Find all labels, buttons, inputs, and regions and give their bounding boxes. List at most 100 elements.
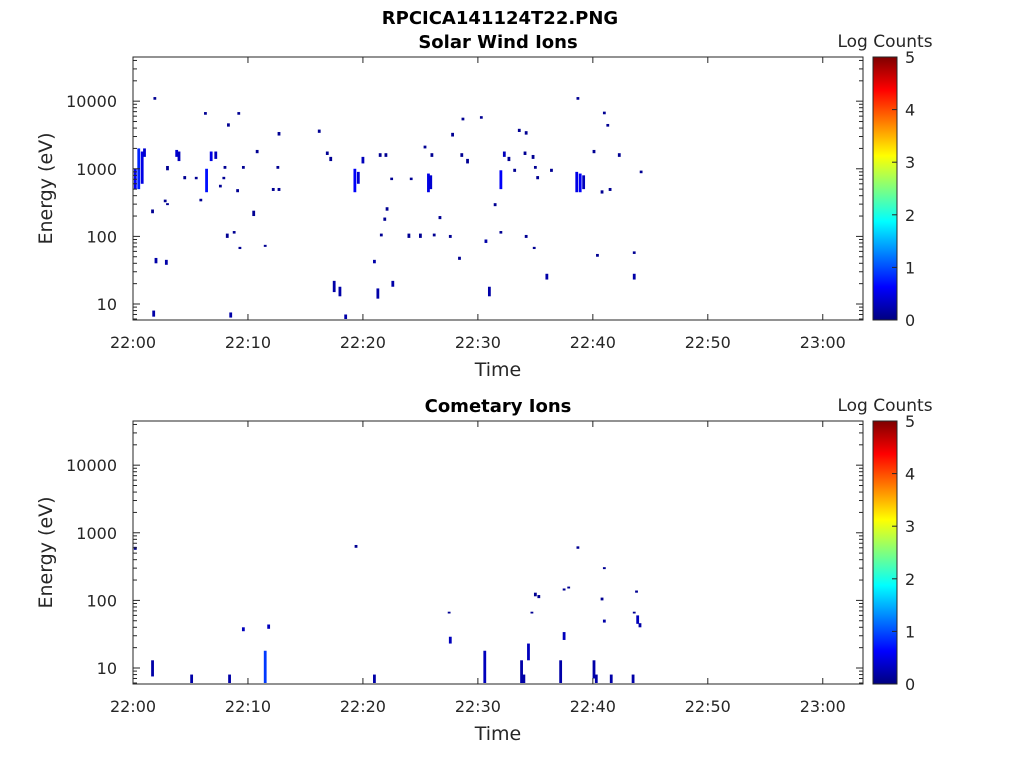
data-cell [636,615,640,624]
data-cell [163,199,167,203]
data-cell [194,176,198,180]
data-cell [199,198,203,202]
data-cell [236,189,240,193]
data-cell [499,231,503,234]
figure-title: RPCICA141124T22.PNG [382,8,618,29]
solar-wind-panel: 22:00 22:10 22:20 22:30 22:40 22:50 23:0010100… [35,32,933,381]
data-cell [384,153,388,157]
data-cell [177,151,181,162]
y-tick-label: 10000 [66,456,117,475]
data-cell [183,176,187,180]
x-tick-label: 22:40 [570,697,616,716]
data-cell [576,546,580,549]
data-cell [232,231,236,234]
data-cell [383,217,387,221]
y-tick-label: 100 [86,591,117,610]
data-cell [317,129,321,133]
data-cell [530,611,534,614]
data-cell [204,112,207,115]
y-axis-label: Energy (eV) [35,496,57,608]
data-cell [419,233,422,238]
data-cell [409,177,413,181]
data-cell [602,111,606,115]
data-cell [152,310,156,317]
colorbar-tick-label: 1 [905,622,915,641]
data-cell [632,273,636,280]
data-cell [513,168,517,172]
data-cell [166,203,169,206]
data-cell [205,168,208,193]
data-cell [325,151,329,155]
data-cell [151,660,154,677]
data-cell [592,149,596,154]
data-cell [227,123,230,127]
data-cell [458,256,461,260]
data-cell [608,187,612,191]
x-tick-label: 22:00 [110,333,156,352]
data-cell [228,674,231,684]
data-cell [502,151,506,157]
plot-area [133,57,863,320]
panel-title: Solar Wind Ions [418,32,577,53]
data-cell [151,209,154,214]
data-cell [499,170,503,190]
plot-frame [132,56,864,321]
data-cell [153,97,157,100]
data-cell [133,546,137,550]
y-tick-label: 10 [97,295,117,314]
colorbar-label: Log Counts [837,32,932,52]
y-tick-label: 10000 [66,92,117,111]
data-cell [545,273,549,280]
colorbar-tick-label: 3 [905,153,915,172]
data-cell [484,239,488,243]
data-cell [602,567,606,570]
data-cell [532,246,536,250]
data-cell [329,156,333,162]
data-cell [271,187,275,191]
data-cell [263,650,267,684]
data-cell [356,171,360,184]
data-cell [536,176,540,180]
colorbar-tick-label: 2 [905,570,915,589]
data-cell [448,636,452,644]
data-cell [520,660,523,684]
colorbar-tick-label: 4 [905,465,915,484]
data-cell [225,233,229,238]
data-cells [133,97,643,320]
data-cell [223,165,227,169]
colorbar [872,56,898,321]
data-cell [524,234,528,238]
data-cell [448,234,452,238]
x-tick-label: 22:00 [110,697,156,716]
data-cell [332,280,336,293]
data-cell [252,210,256,217]
data-cell [527,643,530,661]
data-cell [267,624,271,629]
data-cell [524,131,528,135]
data-cell [483,650,487,684]
x-tick-label: 22:40 [570,333,616,352]
data-cell [562,588,566,591]
colorbar-tick-label: 5 [905,48,915,67]
data-cell [353,168,357,193]
colorbar-tick-label: 0 [905,675,915,694]
colorbar [872,420,898,685]
cometary-panel: 22:00 22:10 22:20 22:30 22:40 22:50 23:0010100… [35,396,933,745]
data-cell [493,203,497,207]
data-cell [635,590,638,593]
data-cell [631,674,635,684]
colorbar-tick-label: 0 [905,311,915,330]
data-cell [154,257,158,264]
data-cell [391,280,395,287]
x-tick-label: 22:50 [685,697,731,716]
data-cell [559,660,563,684]
data-cell [190,674,194,684]
data-cell [241,165,245,169]
y-tick-label: 1000 [76,160,117,179]
x-tick-label: 23:00 [800,697,846,716]
data-cell [609,674,613,684]
data-cell [376,288,380,299]
data-cell [537,595,541,599]
data-cell [447,611,451,614]
